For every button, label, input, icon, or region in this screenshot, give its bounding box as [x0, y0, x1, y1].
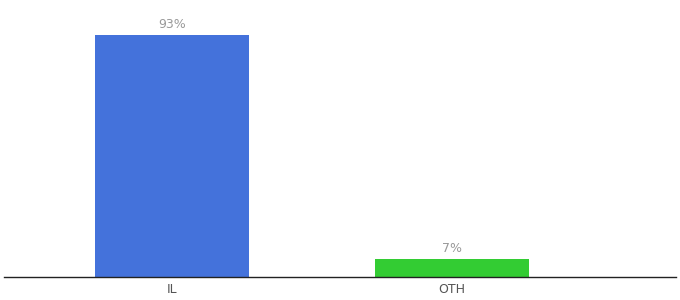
Text: 7%: 7%: [442, 242, 462, 255]
Bar: [375, 259, 529, 277]
Bar: [95, 35, 249, 277]
Text: 93%: 93%: [158, 19, 186, 32]
